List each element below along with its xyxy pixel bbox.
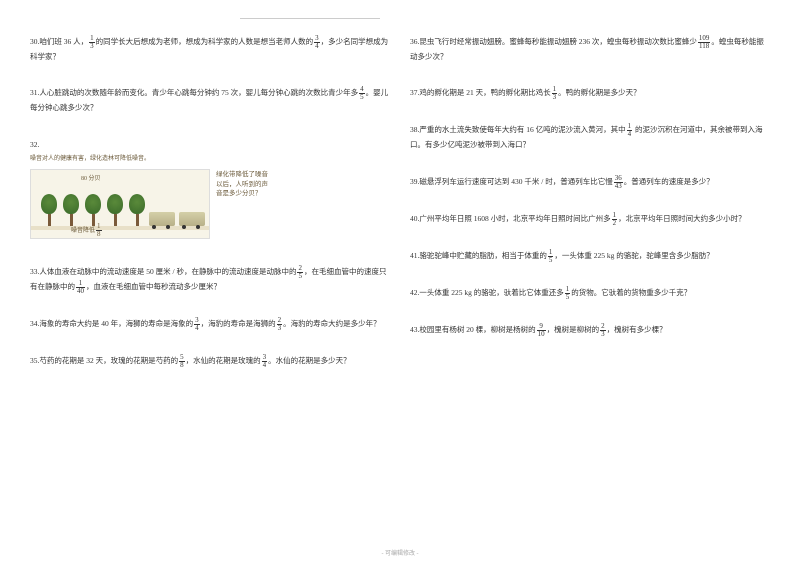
problem-text: 严重的水土流失致使每年大约有 16 亿吨的泥沙流入黄河，其中 bbox=[419, 125, 625, 134]
problem-text: ，槐树有多少棵？ bbox=[607, 325, 667, 334]
label-decibel: 80 分贝 bbox=[81, 174, 101, 185]
problem-text: 鸡的孵化期是 21 天，鸭的孵化期比鸡长 bbox=[419, 88, 550, 97]
problem-text: 校园里有杨树 20 棵，柳树是杨树的 bbox=[419, 325, 535, 334]
problem-text: 广州平均年日照 1608 小时，北京平均年日照时间比广州多 bbox=[419, 214, 610, 223]
fraction: 15 bbox=[548, 249, 554, 264]
illustration: 噪音对人的健康有害，绿化造林可降低噪音。 80 分贝噪音降低18 bbox=[30, 154, 210, 243]
fraction: 34 bbox=[194, 317, 200, 332]
illustration-caption: 噪音对人的健康有害，绿化造林可降低噪音。 bbox=[30, 154, 210, 165]
problem-number: 31. bbox=[30, 88, 39, 97]
problem-number: 33. bbox=[30, 267, 39, 276]
problem-text: 人体血液在动脉中的流动速度是 50 厘米 / 秒，在静脉中的流动速度是动脉中的 bbox=[39, 267, 296, 276]
problem-43: 43.校园里有杨树 20 棵，柳树是杨树的910，槐树是柳树的23，槐树有多少棵… bbox=[410, 323, 770, 338]
fraction: 23 bbox=[277, 317, 283, 332]
fraction: 14 bbox=[627, 123, 633, 138]
problem-text: 磁悬浮列车运行速度可达到 430 千米 / 时，普通列车比它慢 bbox=[419, 177, 612, 186]
problem-text: 的同学长大后想成为老师，想成为科学家的人数是想当老师人数的 bbox=[96, 37, 314, 46]
problem-36: 36.昆虫飞行时经常振动翅膀。蜜蜂每秒能振动翅膀 236 次，蝗虫每秒振动次数比… bbox=[410, 35, 770, 64]
problem-text: 一头体重 225 kg 的骆驼，驮着比它体重还多 bbox=[419, 288, 563, 297]
problem-text: ，一头体重 225 kg 的骆驼，驼峰里含多少脂肪？ bbox=[554, 251, 713, 260]
fraction: 34 bbox=[314, 35, 320, 50]
page: 30.咱们班 36 人，13的同学长大后想成为老师，想成为科学家的人数是想当老师… bbox=[0, 0, 800, 406]
fraction: 15 bbox=[565, 286, 571, 301]
problem-text: 。鸭的孵化期是多少天？ bbox=[558, 88, 641, 97]
fraction: 109118 bbox=[698, 35, 711, 50]
tree-icon bbox=[41, 194, 57, 226]
fraction: 45 bbox=[359, 86, 365, 101]
problem-number: 36. bbox=[410, 37, 419, 46]
problem-40: 40.广州平均年日照 1608 小时，北京平均年日照时间比广州多12，北京平均年… bbox=[410, 212, 770, 227]
problem-text: ，北京平均年日照时间大约多少小时？ bbox=[618, 214, 746, 223]
problem-33: 33.人体血液在动脉中的流动速度是 50 厘米 / 秒，在静脉中的流动速度是动脉… bbox=[30, 265, 390, 295]
problem-number: 34. bbox=[30, 319, 39, 328]
problem-31: 31.人心脏跳动的次数随年龄而变化。青少年心跳每分钟约 75 次，婴儿每分钟心跳… bbox=[30, 86, 390, 115]
label-reduce: 噪音降低18 bbox=[71, 223, 103, 238]
column-left: 30.咱们班 36 人，13的同学长大后想成为老师，想成为科学家的人数是想当老师… bbox=[30, 35, 390, 391]
problem-41: 41.骆驼驼峰中贮藏的脂肪，相当于体重的15，一头体重 225 kg 的骆驼，驼… bbox=[410, 249, 770, 264]
fraction: 23 bbox=[600, 323, 606, 338]
problem-number: 42. bbox=[410, 288, 419, 297]
problem-37: 37.鸡的孵化期是 21 天，鸭的孵化期比鸡长13。鸭的孵化期是多少天？ bbox=[410, 86, 770, 101]
problem-35: 35.芍药的花期是 32 天，玫瑰的花期是芍药的58，水仙的花期是玫瑰的34。水… bbox=[30, 354, 390, 369]
problem-42: 42.一头体重 225 kg 的骆驼，驮着比它体重还多15的货物。它驮着的货物重… bbox=[410, 286, 770, 301]
fraction: 58 bbox=[179, 354, 185, 369]
fraction: 13 bbox=[552, 86, 558, 101]
column-right: 36.昆虫飞行时经常振动翅膀。蜜蜂每秒能振动翅膀 236 次，蝗虫每秒振动次数比… bbox=[410, 35, 770, 391]
problem-text: 芍药的花期是 32 天，玫瑰的花期是芍药的 bbox=[39, 356, 178, 365]
tree-icon bbox=[129, 194, 145, 226]
problem-32: 32. 噪音对人的健康有害，绿化造林可降低噪音。 80 分贝噪音降低18 绿化带降低了… bbox=[30, 138, 390, 244]
problem-text: 海象的寿命大约是 40 年，海狮的寿命是海象的 bbox=[39, 319, 193, 328]
problem-number: 30. bbox=[30, 37, 39, 46]
problem-39: 39.磁悬浮列车运行速度可达到 430 千米 / 时，普通列车比它慢3643。普… bbox=[410, 175, 770, 190]
problem-number: 43. bbox=[410, 325, 419, 334]
problem-number: 38. bbox=[410, 125, 419, 134]
problem-text: 骆驼驼峰中贮藏的脂肪，相当于体重的 bbox=[419, 251, 547, 260]
footer: - 可编辑修改 - bbox=[0, 548, 800, 557]
problem-text: ，血液在毛细血管中每秒流动多少厘米？ bbox=[86, 282, 221, 291]
problem-38: 38.严重的水土流失致使每年大约有 16 亿吨的泥沙流入黄河，其中14 的泥沙沉… bbox=[410, 123, 770, 152]
problem-text: ，水仙的花期是玫瑰的 bbox=[186, 356, 261, 365]
bus-icon bbox=[149, 212, 175, 226]
problem-text: 人心脏跳动的次数随年龄而变化。青少年心跳每分钟约 75 次，婴儿每分钟心跳的次数… bbox=[39, 88, 358, 97]
fraction: 910 bbox=[537, 323, 546, 338]
fraction: 12 bbox=[612, 212, 618, 227]
tree-icon bbox=[107, 194, 123, 226]
problem-text: 。水仙的花期是多少天？ bbox=[268, 356, 351, 365]
problem-text: 的货物。它驮着的货物重多少千克？ bbox=[571, 288, 691, 297]
problem-number: 32. bbox=[30, 140, 39, 149]
bus-icon bbox=[179, 212, 205, 226]
problem-number: 40. bbox=[410, 214, 419, 223]
fraction: 140 bbox=[76, 280, 85, 295]
problem-number: 39. bbox=[410, 177, 419, 186]
problem-30: 30.咱们班 36 人，13的同学长大后想成为老师，想成为科学家的人数是想当老师… bbox=[30, 35, 390, 64]
problem-text: 。普通列车的速度是多少？ bbox=[624, 177, 714, 186]
fraction: 3643 bbox=[614, 175, 623, 190]
fraction: 34 bbox=[262, 354, 268, 369]
problem-34: 34.海象的寿命大约是 40 年，海狮的寿命是海象的34，海豹的寿命是海狮的23… bbox=[30, 317, 390, 332]
fraction: 25 bbox=[297, 265, 303, 280]
problem-text: 昆虫飞行时经常振动翅膀。蜜蜂每秒能振动翅膀 236 次，蝗虫每秒振动次数比蜜蜂少 bbox=[419, 37, 697, 46]
problem-number: 35. bbox=[30, 356, 39, 365]
problem-number: 41. bbox=[410, 251, 419, 260]
fraction: 13 bbox=[89, 35, 95, 50]
illustration-question: 绿化带降低了噪音以后，人听到的声音是多少分贝？ bbox=[216, 154, 268, 199]
tree-icon bbox=[63, 194, 79, 226]
problem-text: 。海豹的寿命大约是多少年？ bbox=[283, 319, 381, 328]
problem-text: ，槐树是柳树的 bbox=[547, 325, 600, 334]
header-rule bbox=[240, 18, 380, 19]
problem-text: 咱们班 36 人， bbox=[39, 37, 88, 46]
problem-text: ，海豹的寿命是海狮的 bbox=[201, 319, 276, 328]
fraction: 18 bbox=[96, 223, 102, 238]
problem-number: 37. bbox=[410, 88, 419, 97]
